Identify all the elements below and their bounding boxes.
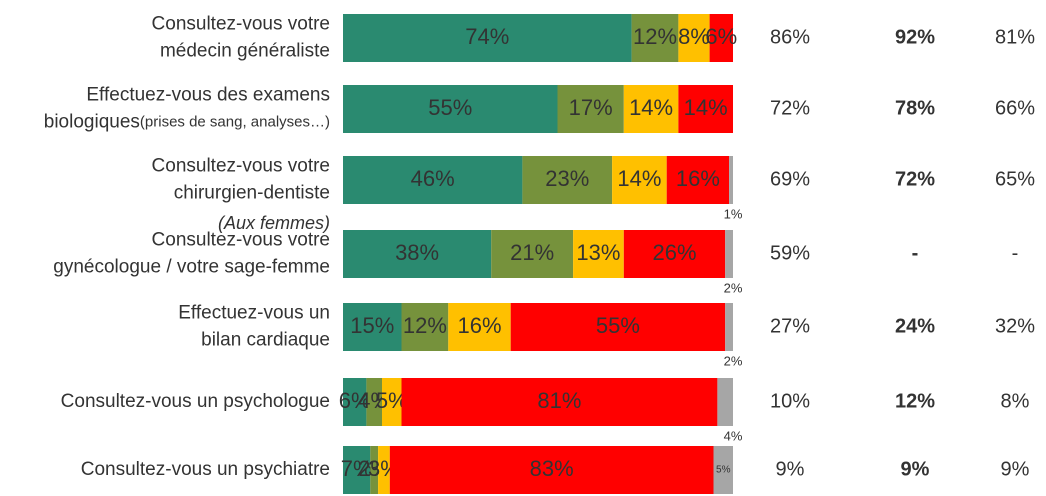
- bar-segment: [678, 14, 710, 62]
- bar-segment: [725, 303, 733, 351]
- column-value: 72%: [895, 168, 935, 190]
- category-label: gynécologue / votre sage-femme: [53, 257, 330, 278]
- value-label: 2%: [724, 353, 743, 368]
- bar-segment: [557, 85, 624, 133]
- value-label: 83%: [530, 456, 574, 481]
- column-value: 8%: [1001, 390, 1030, 412]
- column-value: 9%: [901, 458, 930, 480]
- bar-segment: [343, 446, 371, 494]
- category-label: Consultez-vous votre: [152, 14, 330, 35]
- column-value: 92%: [895, 26, 935, 48]
- column-value: 10%: [770, 390, 810, 412]
- bar-segment: [382, 378, 402, 426]
- column-value: 12%: [895, 390, 935, 412]
- category-label: Effectuez-vous un: [178, 303, 330, 324]
- category-label: médecin généraliste: [160, 41, 330, 62]
- value-label: 12%: [403, 313, 447, 338]
- category-note: (Aux femmes): [218, 213, 330, 233]
- value-label: 14%: [629, 95, 673, 120]
- bar-segment: [401, 303, 449, 351]
- category-label: Consultez-vous un psychologue: [61, 391, 330, 412]
- bar-segment: [343, 303, 402, 351]
- bar-segment: [623, 230, 726, 278]
- bar-segment: [666, 156, 730, 204]
- value-label: 26%: [652, 240, 696, 265]
- value-label: 46%: [411, 166, 455, 191]
- value-label: 21%: [510, 240, 554, 265]
- value-label: 55%: [596, 313, 640, 338]
- value-label: 7%: [341, 456, 373, 481]
- column-value: 81%: [995, 26, 1035, 48]
- value-label: 16%: [676, 166, 720, 191]
- column-value: 86%: [770, 26, 810, 48]
- value-label: 16%: [457, 313, 501, 338]
- bar-segment: [631, 14, 679, 62]
- bar-segment: [510, 303, 726, 351]
- column-value: -: [912, 242, 919, 264]
- category-label: Consultez-vous votre: [152, 156, 330, 177]
- value-label: 14%: [684, 95, 728, 120]
- value-label: 14%: [617, 166, 661, 191]
- value-label: 38%: [395, 240, 439, 265]
- bar-segment: [378, 446, 390, 494]
- value-label: 13%: [576, 240, 620, 265]
- value-label: 4%: [724, 428, 743, 443]
- bar-segment: [491, 230, 574, 278]
- value-label: 2%: [724, 280, 743, 295]
- value-label: 17%: [569, 95, 613, 120]
- column-value: 32%: [995, 315, 1035, 337]
- bar-segment: [725, 230, 733, 278]
- bar-segment: [573, 230, 624, 278]
- category-label: Consultez-vous votre: [152, 230, 330, 251]
- column-value: 78%: [895, 97, 935, 119]
- value-label: 6%: [339, 388, 371, 413]
- category-label: Effectuez-vous des examens: [86, 85, 330, 106]
- column-value: 9%: [1001, 458, 1030, 480]
- bar-segment: [678, 85, 733, 133]
- bar-segment: [713, 446, 733, 494]
- bar-segment: [343, 230, 492, 278]
- bar-segment: [401, 378, 718, 426]
- column-value: 27%: [770, 315, 810, 337]
- value-label: 12%: [633, 24, 677, 49]
- bar-segment: [623, 85, 679, 133]
- value-label: 1%: [724, 206, 743, 221]
- category-label: chirurgien-dentiste: [174, 183, 330, 204]
- value-label: 5%: [716, 465, 731, 476]
- column-value: 69%: [770, 168, 810, 190]
- column-value: 65%: [995, 168, 1035, 190]
- bar-segment: [729, 156, 733, 204]
- value-label: 23%: [545, 166, 589, 191]
- category-label: Consultez-vous un psychiatre: [81, 459, 330, 480]
- value-label: 8%: [678, 24, 710, 49]
- bar-segment: [709, 14, 733, 62]
- bar-segment: [343, 156, 523, 204]
- category-label-part: (prises de sang, analyses…): [140, 113, 330, 130]
- value-label: 81%: [537, 388, 581, 413]
- column-value: -: [1012, 242, 1019, 264]
- value-label: 74%: [465, 24, 509, 49]
- category-label-part: biologiques: [44, 112, 140, 133]
- column-value: 24%: [895, 315, 935, 337]
- category-label: biologiques(prises de sang, analyses…): [44, 112, 330, 133]
- bar-segment: [343, 85, 558, 133]
- bar-segment: [522, 156, 613, 204]
- column-value: 66%: [995, 97, 1035, 119]
- bar-segment: [370, 446, 379, 494]
- bar-segment: [612, 156, 667, 204]
- category-label: bilan cardiaque: [201, 330, 330, 351]
- bar-segment: [717, 378, 733, 426]
- column-value: 9%: [776, 458, 805, 480]
- bar-segment: [366, 378, 382, 426]
- column-value: 72%: [770, 97, 810, 119]
- value-label: 15%: [350, 313, 394, 338]
- column-value: 59%: [770, 242, 810, 264]
- bar-segment: [448, 303, 511, 351]
- bar-segment: [343, 14, 632, 62]
- bar-segment: [343, 378, 367, 426]
- value-label: 6%: [705, 24, 737, 49]
- value-label: 55%: [428, 95, 472, 120]
- bar-segment: [389, 446, 714, 494]
